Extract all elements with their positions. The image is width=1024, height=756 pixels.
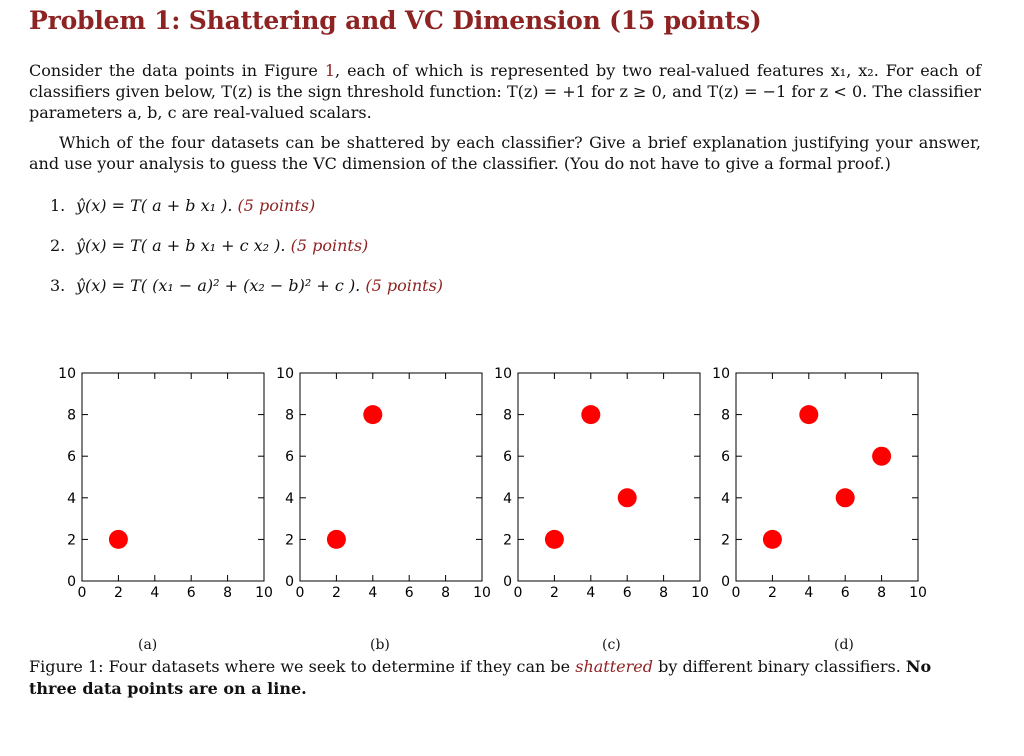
y-tick-label: 6	[503, 449, 512, 465]
data-point	[581, 405, 601, 425]
item-formula: ŷ(x) = T( a + b x₁ + c x₂ ).	[76, 236, 286, 255]
plot-frame-d	[735, 372, 919, 582]
intro-text-2: , each of which is represented by two re…	[29, 61, 981, 122]
y-tick-label: 0	[503, 574, 512, 590]
y-tick-label: 8	[285, 408, 294, 424]
item-formula: ŷ(x) = T( (x₁ − a)² + (x₂ − b)² + c ).	[76, 276, 361, 295]
x-tick-label: 6	[187, 585, 196, 601]
x-tick-label: 4	[150, 585, 159, 601]
data-point	[326, 529, 346, 549]
y-tick-label: 6	[285, 449, 294, 465]
item-number: 2.	[50, 236, 66, 255]
intro-text-1: Consider the data points in Figure	[29, 61, 325, 80]
data-point	[835, 488, 855, 508]
subplot-label-d: (d)	[834, 637, 854, 653]
plot-frame-c	[517, 372, 701, 582]
figure-plots: 0 2 4 6 8 10 0 2 4 6 8 10 0 2 4 6 8 10 0 2 4 6 8 10 0 2 4 6 8 10 0 2 4 6 8…	[58, 366, 927, 601]
caption-text-1: Figure 1: Four datasets where we seek to…	[29, 657, 576, 676]
x-tick-label: 10	[255, 585, 273, 601]
x-tick-label: 2	[114, 585, 123, 601]
list-item: 2. ŷ(x) = T( a + b x₁ + c x₂ ). (5 points…	[50, 236, 368, 255]
x-tick-label: 8	[659, 585, 668, 601]
subplot-label-b: (b)	[370, 637, 390, 653]
y-tick-label: 2	[503, 532, 512, 548]
caption-emphasis: shattered	[575, 657, 653, 676]
y-tick-label: 10	[58, 366, 76, 382]
subplot-label-a: (a)	[138, 637, 158, 653]
y-tick-label: 4	[285, 491, 294, 507]
caption-text-2: by different binary classifiers.	[652, 657, 906, 676]
y-tick-label: 8	[503, 408, 512, 424]
y-tick-label: 2	[721, 532, 730, 548]
x-tick-label: 0	[514, 585, 523, 601]
data-point	[799, 405, 819, 425]
y-tick-label: 4	[721, 491, 730, 507]
x-tick-label: 2	[768, 585, 777, 601]
y-tick-label: 0	[67, 574, 76, 590]
item-formula: ŷ(x) = T( a + b x₁ ).	[76, 196, 233, 215]
y-tick-label: 4	[67, 491, 76, 507]
x-tick-label: 10	[691, 585, 709, 601]
data-point	[544, 529, 564, 549]
x-tick-label: 0	[78, 585, 87, 601]
y-tick-label: 4	[503, 491, 512, 507]
plot-frame-a	[81, 372, 265, 582]
x-tick-label: 2	[550, 585, 559, 601]
x-tick-label: 8	[877, 585, 886, 601]
y-tick-label: 0	[285, 574, 294, 590]
x-tick-label: 10	[473, 585, 491, 601]
item-number: 1.	[50, 196, 66, 215]
list-item: 3. ŷ(x) = T( (x₁ − a)² + (x₂ − b)² + c ).…	[50, 276, 443, 295]
item-points: (5 points)	[237, 196, 316, 215]
y-tick-label: 8	[67, 408, 76, 424]
y-tick-label: 2	[67, 532, 76, 548]
y-tick-label: 10	[494, 366, 512, 382]
x-tick-label: 4	[368, 585, 377, 601]
problem-intro: Consider the data points in Figure 1, ea…	[29, 60, 981, 123]
y-tick-label: 0	[721, 574, 730, 590]
x-tick-label: 0	[296, 585, 305, 601]
data-point	[872, 446, 892, 466]
x-tick-label: 0	[732, 585, 741, 601]
data-point	[108, 529, 128, 549]
x-tick-label: 10	[909, 585, 927, 601]
item-number: 3.	[50, 276, 66, 295]
x-tick-label: 8	[441, 585, 450, 601]
x-tick-label: 4	[804, 585, 813, 601]
y-tick-label: 8	[721, 408, 730, 424]
x-tick-label: 6	[405, 585, 414, 601]
figure-caption: Figure 1: Four datasets where we seek to…	[29, 656, 981, 700]
figure-reference-link[interactable]: 1	[324, 61, 336, 80]
y-tick-label: 10	[712, 366, 730, 382]
data-point	[363, 405, 383, 425]
list-item: 1. ŷ(x) = T( a + b x₁ ). (5 points)	[50, 196, 315, 215]
subplot-label-c: (c)	[602, 637, 621, 653]
problem-question: Which of the four datasets can be shatte…	[29, 133, 981, 173]
caption-bold: No three data points are on a line.	[29, 657, 932, 698]
y-tick-label: 2	[285, 532, 294, 548]
x-tick-label: 8	[223, 585, 232, 601]
y-tick-label: 6	[721, 449, 730, 465]
data-point	[762, 529, 782, 549]
item-points: (5 points)	[365, 276, 444, 295]
plot-frame-b	[299, 372, 483, 582]
problem-title: Problem 1: Shattering and VC Dimension (…	[29, 6, 762, 35]
x-tick-label: 6	[841, 585, 850, 601]
x-tick-label: 6	[623, 585, 632, 601]
item-points: (5 points)	[290, 236, 369, 255]
y-tick-label: 6	[67, 449, 76, 465]
y-tick-label: 10	[276, 366, 294, 382]
x-tick-label: 2	[332, 585, 341, 601]
data-point	[617, 488, 637, 508]
x-tick-label: 4	[586, 585, 595, 601]
